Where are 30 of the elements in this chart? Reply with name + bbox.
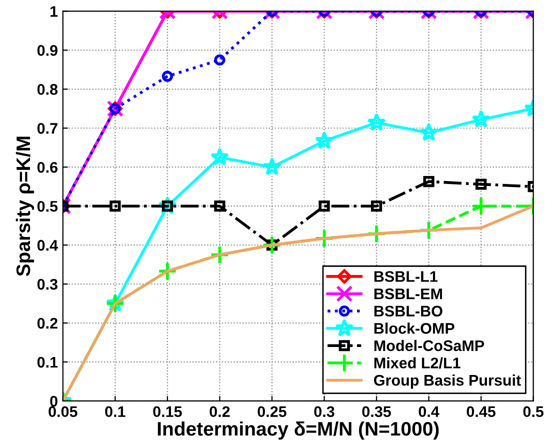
x-tick-label: 0.5: [523, 406, 544, 418]
y-tick-label: 0.9: [37, 45, 58, 56]
legend-label: BSBL-BO: [374, 306, 442, 317]
y-tick-label: 0.7: [37, 122, 58, 134]
y-tick-label: 0.4: [37, 240, 58, 251]
x-tick-label: 0.45: [466, 406, 496, 418]
legend-label: Group Basis Pursuit: [374, 374, 521, 389]
y-axis-title: Sparsity ρ=K/M: [16, 136, 34, 276]
y-tick-label: 0.5: [37, 200, 58, 212]
y-tick-label: 0.2: [37, 318, 58, 329]
legend-label: Block-OMP: [374, 322, 454, 334]
x-tick-label: 0.25: [258, 406, 286, 418]
x-tick-label: 0.35: [362, 406, 391, 418]
legend-label: Mixed L2/L1: [374, 357, 460, 369]
y-tick-label: 0.1: [37, 356, 58, 368]
x-tick-label: 0.3: [314, 406, 334, 418]
y-tick-label: 0.3: [37, 278, 58, 290]
y-tick-label: 0.6: [37, 162, 58, 173]
legend-label: Model-CoSaMP: [374, 340, 484, 352]
x-axis-title: Indeterminacy δ=M/N (N=1000): [158, 421, 439, 440]
legend-label: BSBL-L1: [374, 271, 438, 282]
y-tick-label: 1: [50, 6, 58, 17]
x-tick-label: 0.2: [210, 406, 230, 418]
x-tick-label: 0.1: [105, 406, 126, 418]
y-tick-label: 0: [50, 396, 58, 407]
y-tick-label: 0.8: [37, 84, 58, 95]
x-tick-label: 0.05: [48, 406, 78, 418]
x-tick-label: 0.15: [153, 406, 182, 418]
x-tick-label: 0.4: [418, 406, 440, 418]
legend-label: BSBL-EM: [374, 288, 442, 300]
